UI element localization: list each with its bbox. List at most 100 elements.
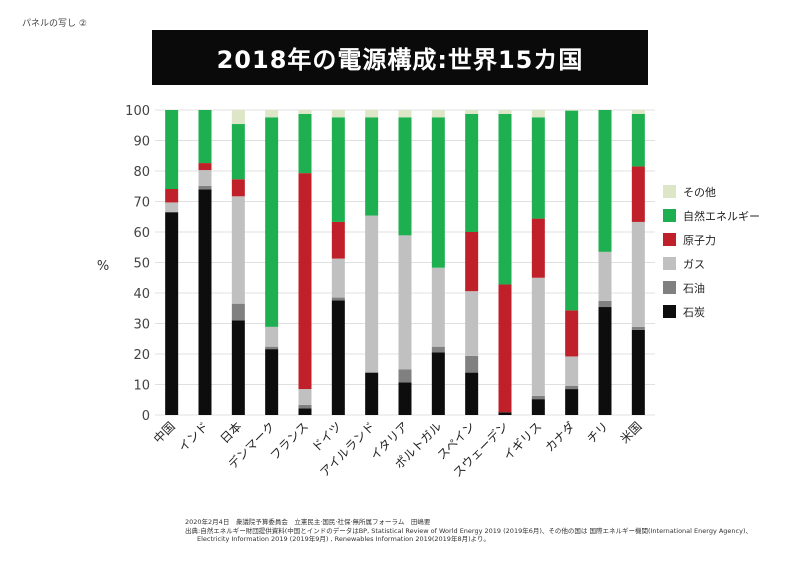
x-tick-label: チリ (584, 419, 611, 446)
bar-segment (265, 117, 279, 327)
bar-segment (231, 196, 245, 304)
bar-segment (431, 346, 445, 353)
bar-segment (631, 326, 645, 330)
legend-label: 石油 (683, 281, 705, 295)
bar-segment (365, 372, 379, 415)
y-tick-label: 100 (125, 104, 150, 119)
bar-segment (498, 412, 512, 415)
legend-swatch (663, 233, 676, 246)
bar-segment (365, 117, 379, 216)
bar-segment (631, 329, 645, 415)
bar-segment (198, 110, 212, 164)
legend-swatch (663, 209, 676, 222)
bar-segment (198, 185, 212, 190)
x-tick-label: 日本 (218, 419, 245, 446)
bar-segment (298, 404, 312, 409)
bar-segment (231, 179, 245, 197)
x-tick-label: インド (176, 419, 211, 454)
y-tick-label: 0 (142, 409, 150, 424)
bar-segment (598, 300, 612, 308)
bar-segment (231, 303, 245, 321)
bar-segment (565, 389, 579, 415)
bar-segment (565, 310, 579, 357)
y-tick-label: 40 (133, 287, 150, 302)
bar-segment (498, 110, 512, 114)
bar-segment (331, 297, 345, 301)
bar-segment (465, 355, 479, 373)
bar-segment (631, 221, 645, 327)
bar-segment (398, 369, 412, 383)
bar-segment (598, 251, 612, 301)
legend-swatch (663, 257, 676, 270)
legend-label: ガス (683, 258, 705, 271)
x-tick-label: 米国 (618, 419, 645, 446)
legend-swatch (663, 305, 676, 318)
bar-segment (431, 117, 445, 268)
x-tick-label: カナダ (542, 419, 578, 455)
bar-segment (565, 385, 579, 390)
bar-segment (298, 408, 312, 415)
bar-segment (531, 218, 545, 278)
bar-segment (298, 173, 312, 390)
bar-segment (531, 110, 545, 118)
bar-segment (298, 389, 312, 405)
legend-label: 自然エネルギー (683, 209, 760, 223)
bar-segment (265, 346, 279, 350)
y-tick-label: 10 (133, 379, 150, 394)
bar-segment (231, 110, 245, 125)
bar-segment (331, 258, 345, 298)
bar-segment (398, 110, 412, 118)
bar-segment (331, 221, 345, 259)
legend-swatch (663, 185, 676, 198)
y-tick-label: 90 (133, 135, 150, 150)
bar-segment (431, 110, 445, 118)
bar-segment (198, 189, 212, 415)
bar-segment (331, 117, 345, 222)
footnote-line-2: 出典:自然エネルギー財団提供資料(中国とインドのデータはBP, Statisti… (185, 526, 753, 535)
bar-segment (565, 110, 579, 311)
bar-segment (265, 326, 279, 347)
bar-segment (531, 117, 545, 219)
bar-segment (398, 235, 412, 370)
y-tick-label: 50 (133, 257, 150, 272)
bar-segment (331, 300, 345, 415)
bar-segment (265, 349, 279, 415)
bar-segment (565, 356, 579, 386)
bar-segment (165, 202, 179, 213)
footnote-line-1: 2020年2月4日 衆議院予算委員会 立憲民主·国民·社保·無所属フォーラム 田… (185, 518, 431, 526)
bar-segment (431, 267, 445, 347)
bar-segment (298, 113, 312, 174)
bar-segment (531, 395, 545, 400)
footnote: 2020年2月4日 衆議院予算委員会 立憲民主·国民·社保·無所属フォーラム 田… (185, 518, 785, 544)
footnote-line-3: Electricity Information 2019 (2019年9月) ,… (197, 535, 490, 543)
bar-segment (565, 110, 579, 111)
bar-segment (398, 117, 412, 236)
legend-label: その他 (683, 186, 716, 199)
y-tick-label: 60 (133, 226, 150, 241)
bar-segment (631, 113, 645, 167)
bar-segment (531, 277, 545, 396)
y-tick-label: 70 (133, 196, 150, 211)
x-tick-label: 中国 (150, 419, 178, 447)
bar-segment (365, 110, 379, 118)
bar-segment (165, 188, 179, 203)
bar-segment (465, 291, 479, 356)
bar-segment (165, 110, 179, 189)
bar-segment (465, 232, 479, 292)
bar-segment (231, 320, 245, 415)
panel-label: パネルの写し ② (22, 19, 87, 29)
bar-segment (365, 215, 379, 373)
bar-segment (165, 212, 179, 415)
y-tick-label: 80 (133, 165, 150, 180)
legend-label: 原子力 (683, 234, 716, 247)
bar-segment (231, 124, 245, 180)
bar-segment (398, 382, 412, 415)
bar-segment (631, 110, 645, 114)
bar-segment (498, 284, 512, 413)
bar-segment (465, 372, 479, 415)
bar-segment (331, 110, 345, 118)
bar-segment (198, 163, 212, 171)
legend-swatch (663, 281, 676, 294)
